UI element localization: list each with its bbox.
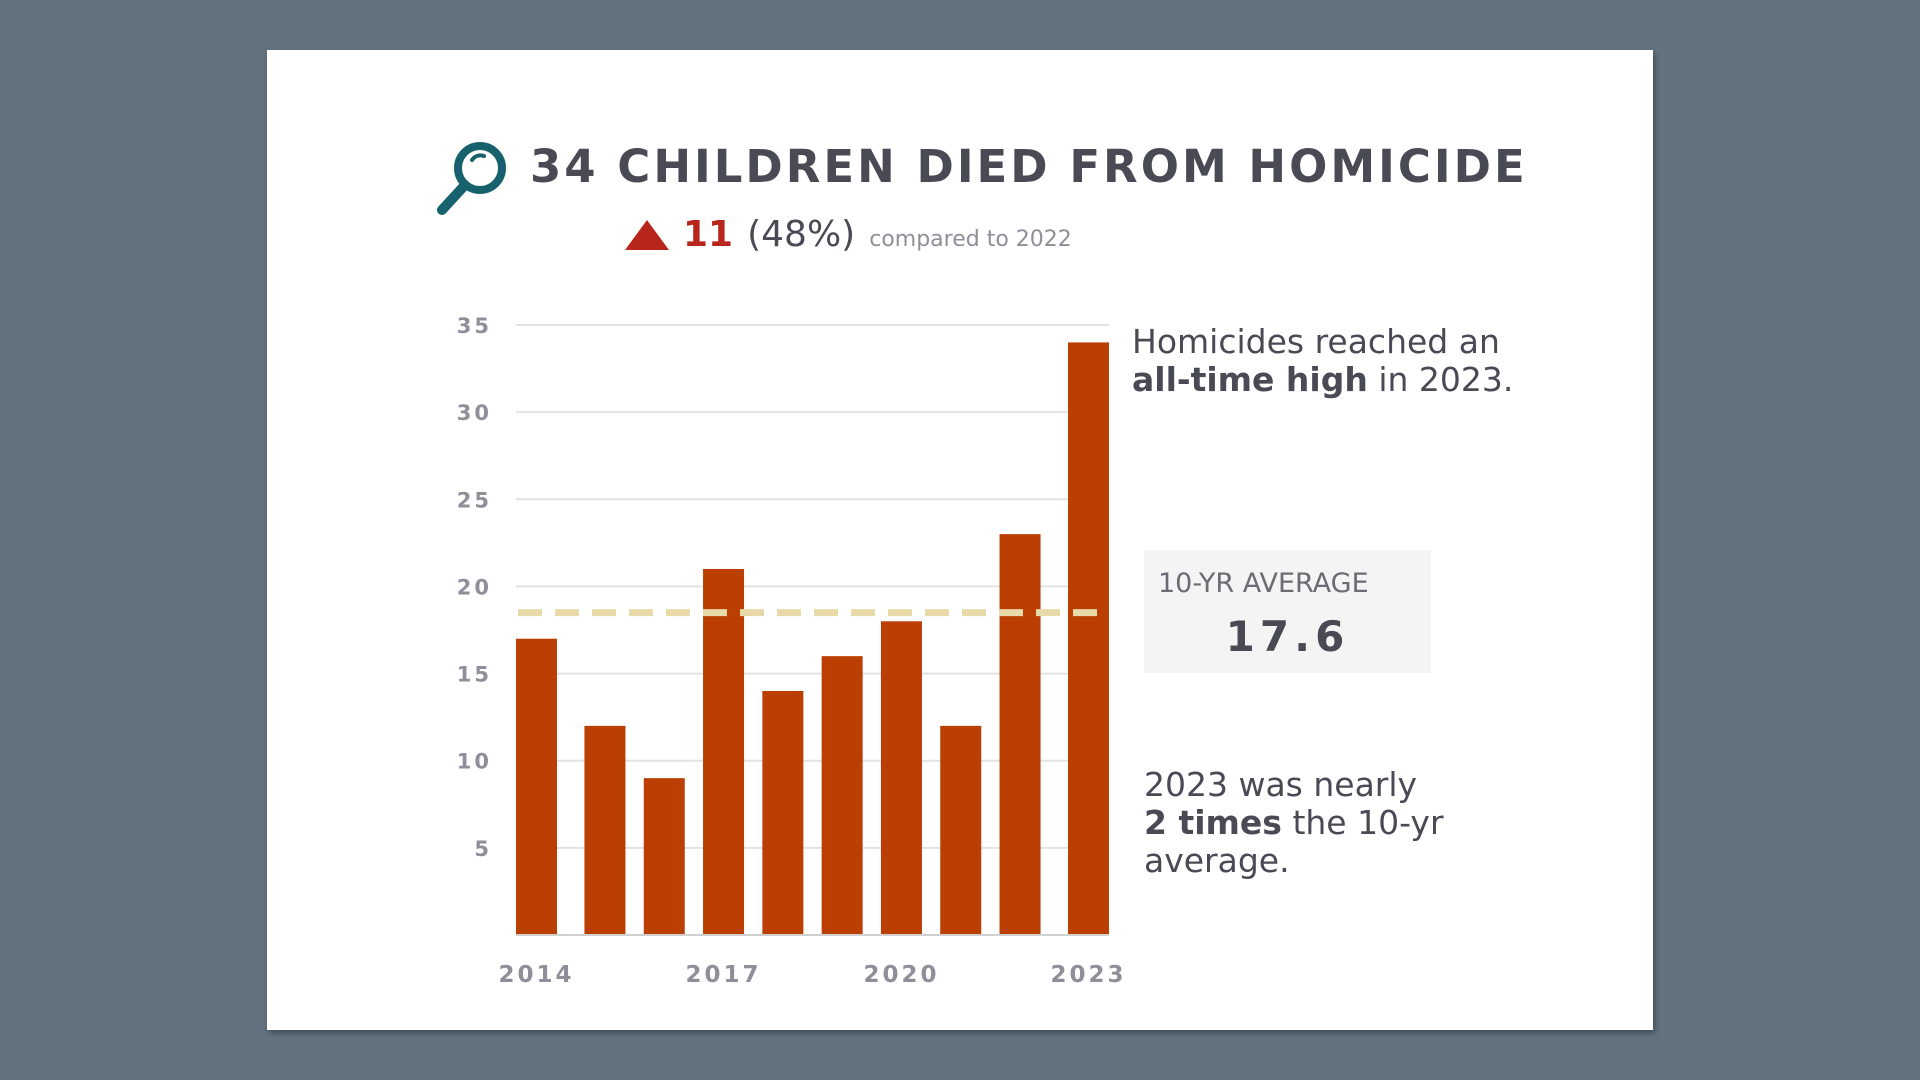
note-bottom-rest: the 10-yr xyxy=(1281,803,1444,842)
note-top: Homicides reached an all-time high in 20… xyxy=(1132,323,1513,399)
change-text: compared to 2022 xyxy=(869,227,1072,252)
y-tick-label: 10 xyxy=(457,750,492,774)
note-top-rest: in 2023. xyxy=(1367,360,1514,399)
magnifier-icon xyxy=(437,142,506,215)
y-tick-label: 35 xyxy=(457,314,492,338)
average-label: 10-YR AVERAGE xyxy=(1158,568,1369,599)
y-tick-label: 25 xyxy=(457,488,492,512)
note-top-bold: all-time high xyxy=(1132,360,1368,399)
average-value: 17.6 xyxy=(1225,612,1350,661)
y-tick-label: 30 xyxy=(457,401,492,425)
y-tick-label: 15 xyxy=(457,663,492,687)
x-tick-label: 2020 xyxy=(863,962,939,988)
bar-2020 xyxy=(880,621,922,935)
y-tick-label: 20 xyxy=(457,575,492,599)
bar-2014 xyxy=(516,638,557,935)
note-bottom-bold: 2 times xyxy=(1144,803,1282,842)
note-bottom: 2023 was nearly 2 times the 10-yr averag… xyxy=(1144,766,1444,880)
bar-2017 xyxy=(703,569,745,935)
change-value: 11 xyxy=(683,214,734,255)
up-triangle-icon xyxy=(625,219,669,250)
bar-2021 xyxy=(940,725,982,935)
average-box: 10-YR AVERAGE 17.6 xyxy=(1144,550,1431,673)
x-tick-label: 2023 xyxy=(1050,962,1126,988)
x-tick-label: 2014 xyxy=(498,962,574,988)
bar-2022 xyxy=(999,534,1041,935)
bar-2018 xyxy=(762,691,804,935)
note-bottom-line3: average. xyxy=(1144,841,1290,880)
bar-2016 xyxy=(643,778,685,935)
x-tick-label: 2017 xyxy=(686,962,762,988)
note-bottom-line1: 2023 was nearly xyxy=(1144,765,1418,804)
y-tick-label: 5 xyxy=(474,837,492,861)
bar-2023 xyxy=(1068,342,1109,935)
bar-2019 xyxy=(821,656,863,935)
change-summary: 11 (48%) compared to 2022 xyxy=(625,214,1072,255)
change-percent: (48%) xyxy=(747,214,856,255)
note-top-line1: Homicides reached an xyxy=(1132,322,1500,361)
page-title: 34 CHILDREN DIED FROM HOMICIDE xyxy=(530,140,1528,193)
bar-2015 xyxy=(584,725,626,935)
